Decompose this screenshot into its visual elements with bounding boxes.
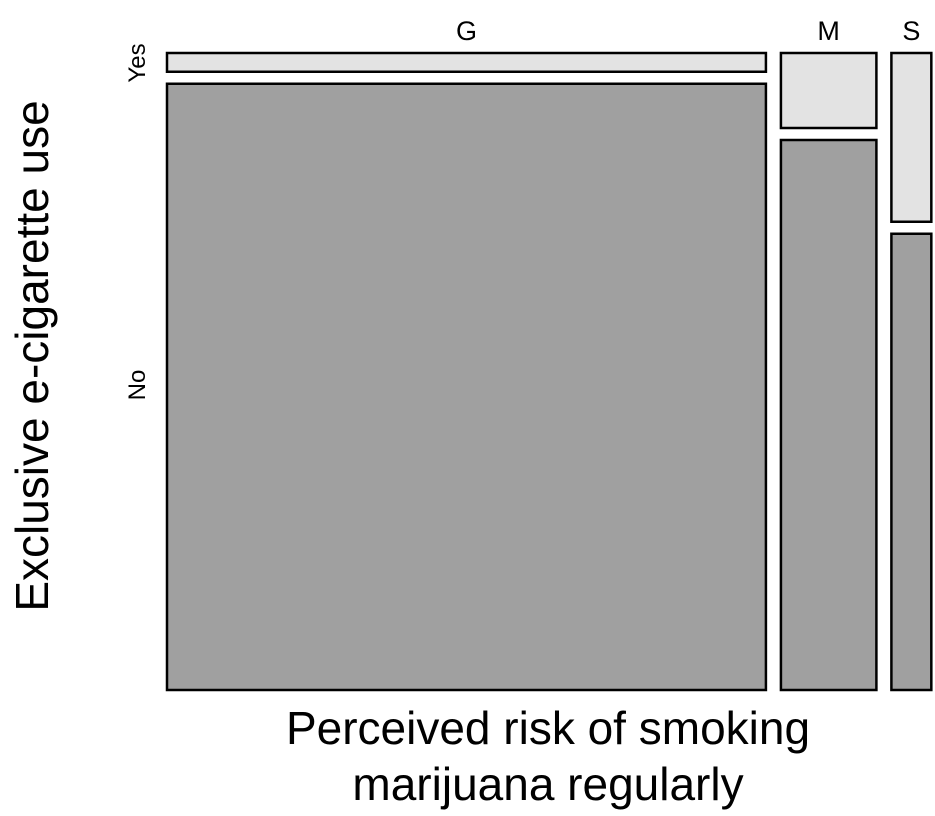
mosaic-tiles (165, 51, 933, 692)
tile-g-yes (165, 51, 768, 73)
tile-s-yes (890, 51, 933, 223)
column-label-g: G (456, 16, 477, 46)
tile-g-no (165, 82, 768, 692)
x-axis-title-line-2: marijuana regularly (352, 758, 743, 810)
tile-s-no (890, 232, 933, 692)
row-labels: Yes No (124, 43, 151, 400)
tile-m-yes (779, 51, 878, 130)
column-label-m: M (817, 16, 840, 46)
row-label-yes: Yes (124, 43, 151, 82)
row-label-no: No (124, 370, 151, 401)
x-axis-title-line-1: Perceived risk of smoking (286, 702, 810, 754)
column-label-s: S (902, 16, 920, 46)
column-labels: GMSN (456, 16, 920, 46)
tile-m-no (779, 138, 878, 692)
y-axis-title: Exclusive e-cigarette use (6, 100, 58, 611)
